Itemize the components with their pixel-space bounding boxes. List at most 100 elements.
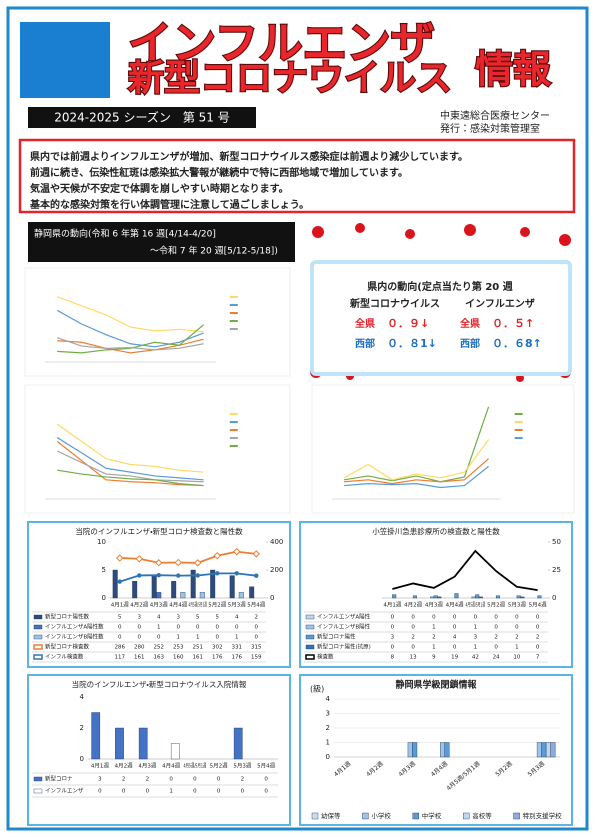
table-cell: 176 bbox=[232, 655, 243, 661]
x-tick-label: 4月2週 bbox=[404, 601, 422, 609]
table-cell: 0 bbox=[411, 645, 415, 651]
table-cell: 1 bbox=[474, 645, 478, 651]
table-cell: 2 bbox=[515, 635, 519, 641]
y-tick-label: 0 bbox=[102, 594, 106, 602]
legend-label: インフルエンザA陽性数 bbox=[45, 623, 104, 631]
table-cell: 161 bbox=[134, 655, 145, 661]
y-tick-label: 5 bbox=[102, 566, 106, 574]
legend-label: 特別支援学校 bbox=[523, 811, 563, 820]
state-line bbox=[56, 296, 204, 333]
table-cell: 10 bbox=[513, 655, 520, 661]
legend-label: インフルエンザB陽性数 bbox=[45, 633, 104, 641]
legend-swatch bbox=[229, 320, 238, 322]
legend-label: 新型コロナ陽性 bbox=[317, 633, 356, 641]
chart-frame bbox=[299, 521, 573, 668]
summary-value: ０．８1↓ bbox=[387, 337, 437, 350]
legend-label: 中学校 bbox=[422, 811, 442, 820]
table-cell: 0 bbox=[391, 615, 395, 621]
table-cell: 1 bbox=[177, 635, 181, 641]
table-cell: 0 bbox=[118, 635, 122, 641]
legend-label: インフルエンザ bbox=[45, 788, 84, 795]
table-cell: 0 bbox=[494, 615, 498, 621]
legend-swatch bbox=[514, 429, 523, 431]
bar bbox=[478, 596, 483, 599]
legend-swatch bbox=[513, 812, 520, 820]
legend-swatch bbox=[33, 776, 43, 782]
marker bbox=[213, 552, 221, 560]
table-cell: 5 bbox=[118, 615, 122, 621]
table-cell: 0 bbox=[494, 625, 498, 631]
title-line2: 新型コロナウイルス bbox=[128, 58, 452, 99]
bar bbox=[444, 742, 450, 758]
y2-tick-label: 25 bbox=[552, 566, 561, 574]
chart-title: 当院のインフルエンザ・新型コロナ検査数と陽性数 bbox=[75, 526, 243, 536]
y2-tick-label: 0 bbox=[552, 594, 556, 602]
summary-label: 全県 bbox=[355, 317, 375, 330]
y-tick-label: 0 bbox=[80, 755, 84, 763]
legend-swatch bbox=[311, 812, 319, 820]
legend-swatch bbox=[412, 812, 419, 820]
bar bbox=[430, 596, 435, 599]
bar bbox=[138, 727, 148, 760]
marker bbox=[252, 550, 260, 558]
marker bbox=[137, 573, 142, 578]
table-cell: 0 bbox=[216, 625, 220, 631]
table-cell: 252 bbox=[154, 645, 165, 651]
table-cell: 3 bbox=[391, 635, 395, 641]
x-tick-label: 5月4週 bbox=[529, 601, 547, 609]
summary-value: ０．９↓ bbox=[387, 317, 429, 330]
bar bbox=[545, 742, 551, 758]
bar bbox=[112, 569, 118, 599]
table-cell: 2 bbox=[241, 777, 245, 783]
summary-label: 全県 bbox=[460, 317, 480, 330]
table-cell: 1 bbox=[157, 625, 161, 631]
table-cell: 2 bbox=[411, 635, 415, 641]
table-cell: 0 bbox=[391, 645, 395, 651]
table-cell: 0 bbox=[411, 625, 415, 631]
table-cell: 280 bbox=[134, 645, 145, 651]
legend-swatch bbox=[33, 624, 43, 630]
table-cell: 19 bbox=[451, 655, 458, 661]
bar bbox=[471, 596, 476, 599]
legend-swatch bbox=[305, 624, 315, 630]
table-cell: 251 bbox=[193, 645, 204, 651]
state-line bbox=[343, 458, 489, 485]
table-cell: 0 bbox=[217, 777, 221, 783]
table-cell: 331 bbox=[232, 645, 243, 651]
table-cell: 2 bbox=[432, 635, 436, 641]
table-cell: 1 bbox=[432, 625, 436, 631]
table-cell: 0 bbox=[177, 625, 181, 631]
state-chart-frame bbox=[24, 267, 291, 377]
legend-swatch bbox=[305, 634, 315, 640]
table-cell: 0 bbox=[98, 789, 102, 795]
x-tick-label: 4月5週/5月1週 bbox=[466, 601, 486, 609]
bar bbox=[392, 594, 397, 599]
line bbox=[392, 549, 538, 592]
x-tick-label: 5月3週 bbox=[233, 762, 251, 770]
table-cell: 160 bbox=[173, 655, 184, 661]
bar bbox=[210, 569, 216, 599]
table-cell: 3 bbox=[177, 615, 181, 621]
legend-label: 新型コロナ陽性(抗原) bbox=[317, 643, 371, 651]
bar bbox=[412, 742, 418, 758]
title-line1: インフルエンザ bbox=[128, 18, 435, 69]
table-cell: 176 bbox=[212, 655, 223, 661]
y2-tick-label: 200 bbox=[270, 566, 283, 574]
table-cell: 302 bbox=[212, 645, 223, 651]
table-cell: 2 bbox=[536, 635, 540, 641]
table-cell: 0 bbox=[138, 635, 142, 641]
notice-line: 前週に続き、伝染性紅斑は感染拡大警報が継続中で特に西部地域で増加しています。 bbox=[30, 166, 408, 179]
table-cell: 315 bbox=[251, 645, 262, 651]
legend-swatch bbox=[229, 445, 238, 447]
legend-swatch bbox=[33, 644, 43, 650]
table-cell: 1 bbox=[169, 789, 173, 795]
table-cell: 0 bbox=[515, 615, 519, 621]
bar bbox=[516, 595, 521, 599]
bar bbox=[156, 592, 162, 599]
table-cell: 0 bbox=[453, 625, 457, 631]
bar bbox=[454, 593, 459, 599]
bar bbox=[520, 596, 525, 599]
table-cell: 0 bbox=[196, 625, 200, 631]
